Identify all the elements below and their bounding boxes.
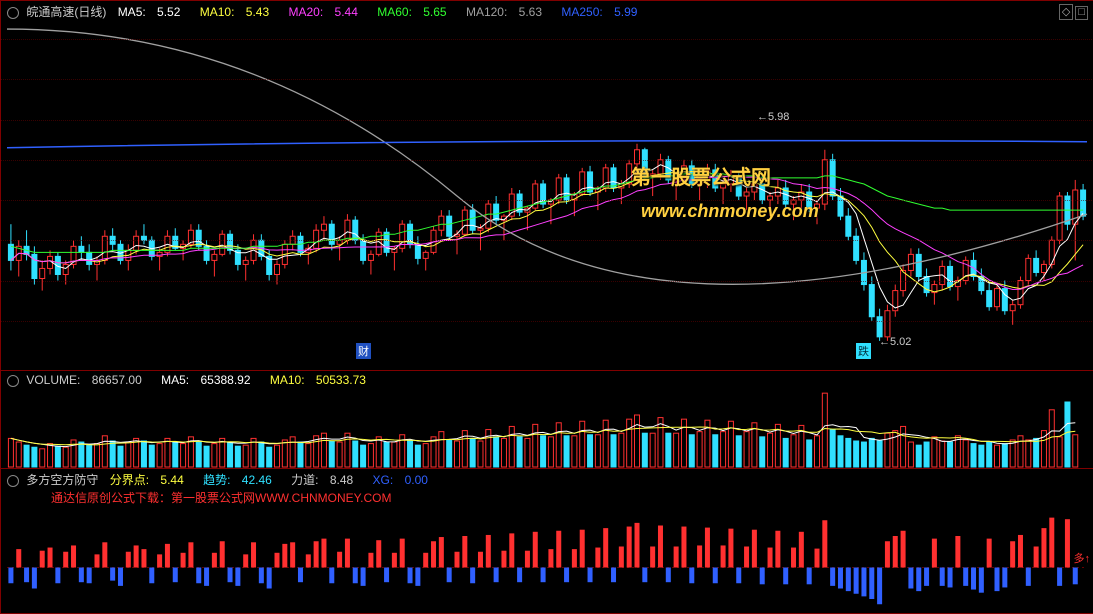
ma120-label: MA120: xyxy=(466,5,507,19)
vol-val: 86657.00 xyxy=(92,373,142,387)
ma120-val: 5.63 xyxy=(519,5,542,19)
ma250-val: 5.99 xyxy=(614,5,637,19)
price-panel: 皖通高速(日线) MA5: 5.52 MA10: 5.43 MA20: 5.44… xyxy=(1,1,1093,371)
ma10-val: 5.43 xyxy=(246,5,269,19)
fen-val: 5.44 xyxy=(160,473,183,487)
arrow-icon: ← xyxy=(879,336,890,348)
li-label: 力道: xyxy=(291,473,318,487)
arrow-icon: ← xyxy=(757,111,768,123)
qu-val: 42.46 xyxy=(242,473,272,487)
xg-label: XG: xyxy=(373,473,394,487)
tag-cai: 财 xyxy=(356,343,371,359)
ma10-label: MA10: xyxy=(200,5,235,19)
side-label: 多↑ xyxy=(1074,550,1091,566)
watermark-title: 第一股票公式网 xyxy=(631,161,771,190)
ma60-label: MA60: xyxy=(377,5,412,19)
toggle-icon[interactable] xyxy=(7,7,19,19)
high-annotation: ←5.98 xyxy=(757,111,789,123)
vol-label: VOLUME: xyxy=(26,373,80,387)
vol-ma10-val: 50533.73 xyxy=(316,373,366,387)
volume-panel: VOLUME: 86657.00 MA5: 65388.92 MA10: 505… xyxy=(1,371,1093,469)
ma5-val: 5.52 xyxy=(157,5,180,19)
stock-name: 皖通高速(日线) xyxy=(26,5,106,19)
xg-val: 0.00 xyxy=(405,473,428,487)
tag-die: 跌 xyxy=(856,343,871,359)
volume-header: VOLUME: 86657.00 MA5: 65388.92 MA10: 505… xyxy=(7,373,382,387)
watermark-url: www.chnmoney.com xyxy=(641,201,819,222)
ma250-label: MA250: xyxy=(561,5,602,19)
restore-icon[interactable]: ◇ xyxy=(1059,4,1073,20)
ma20-label: MA20: xyxy=(288,5,323,19)
osc-title: 多方空方防守 xyxy=(26,473,98,487)
li-val: 8.48 xyxy=(330,473,353,487)
chart-root: 皖通高速(日线) MA5: 5.52 MA10: 5.43 MA20: 5.44… xyxy=(0,0,1093,614)
vol-ma5-val: 65388.92 xyxy=(200,373,250,387)
ma5-label: MA5: xyxy=(118,5,146,19)
qu-label: 趋势: xyxy=(203,473,230,487)
max-icon[interactable]: □ xyxy=(1075,6,1088,20)
vol-ma5-label: MA5: xyxy=(161,373,189,387)
fen-label: 分界点: xyxy=(110,473,149,487)
toggle-icon[interactable] xyxy=(7,375,19,387)
osc-panel: 多方空方防守 分界点: 5.44 趋势: 42.46 力道: 8.48 XG: … xyxy=(1,469,1093,612)
corner-controls: ◇□ xyxy=(1057,4,1088,20)
ma60-val: 5.65 xyxy=(423,5,446,19)
credit-line: 通达信原创公式下载：第一股票公式网WWW.CHNMONEY.COM xyxy=(51,489,391,506)
price-header: 皖通高速(日线) MA5: 5.52 MA10: 5.43 MA20: 5.44… xyxy=(7,3,653,20)
price-svg xyxy=(1,1,1093,371)
vol-ma10-label: MA10: xyxy=(270,373,305,387)
toggle-icon[interactable] xyxy=(7,475,19,487)
osc-header: 多方空方防守 分界点: 5.44 趋势: 42.46 力道: 8.48 XG: … xyxy=(7,471,444,488)
ma20-val: 5.44 xyxy=(335,5,358,19)
low-annotation: ←5.02 xyxy=(879,336,911,348)
